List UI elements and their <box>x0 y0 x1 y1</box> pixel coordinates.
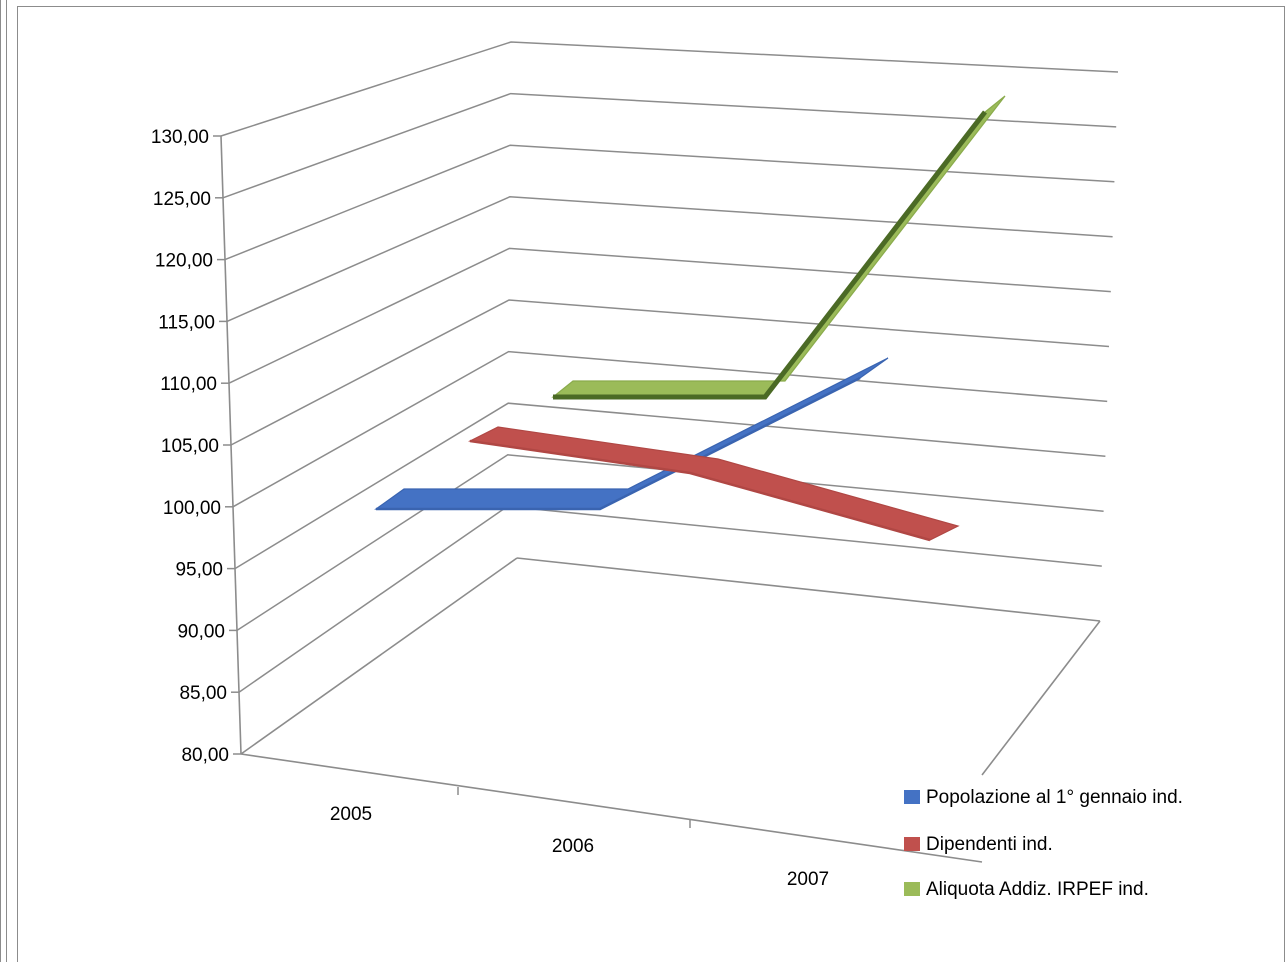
x-tick-label: 2005 <box>330 804 372 825</box>
y-tick-label: 125,00 <box>153 189 211 210</box>
y-tick-label: 95,00 <box>175 560 223 581</box>
floor-front-edge <box>240 753 983 863</box>
legend-swatch-1 <box>904 790 920 804</box>
y-tick-label: 80,00 <box>181 745 229 766</box>
x-axis: 2005 2006 2007 <box>330 787 829 890</box>
series-ribbon-2 <box>468 426 960 541</box>
y-tick-label: 130,00 <box>151 127 209 148</box>
legend-swatch-3 <box>904 882 920 896</box>
gridline <box>236 454 1104 632</box>
floor-right-edge <box>981 620 1101 776</box>
y-tick-label: 85,00 <box>179 683 227 704</box>
y-axis-ticks: 80,00 85,00 90,00 95,00 100,00 105,00 110,00 11… <box>151 127 229 766</box>
chart-frame <box>17 6 1285 962</box>
legend-label-1: Popolazione al 1° gennaio ind. <box>926 787 1183 808</box>
gridline <box>220 41 1119 137</box>
legend-swatch-2 <box>904 837 920 851</box>
x-tick-label: 2006 <box>552 836 594 857</box>
gridline <box>226 196 1113 323</box>
gridline <box>232 350 1108 508</box>
y-tick-label: 115,00 <box>158 312 215 333</box>
x-tick-label: 2007 <box>787 869 829 890</box>
y-tick-label: 105,00 <box>161 436 219 457</box>
series-ribbons <box>374 95 1006 542</box>
floor-back-edge <box>516 557 1101 622</box>
legend: Popolazione al 1° gennaio ind. Dipendenti… <box>904 787 1183 900</box>
left-border <box>0 0 1 962</box>
series-edge-3 <box>553 110 987 400</box>
gridline <box>222 92 1117 199</box>
y-tick-label: 90,00 <box>177 621 225 642</box>
gridlines <box>213 41 1119 755</box>
series-ribbon-3 <box>551 95 1006 398</box>
legend-label-2: Dipendenti ind. <box>926 834 1053 855</box>
y-tick-label: 100,00 <box>163 498 221 519</box>
left-border-inner <box>6 0 7 962</box>
y-tick-label: 120,00 <box>155 251 213 272</box>
gridline <box>234 402 1106 570</box>
gridline <box>228 247 1111 384</box>
gridline <box>224 144 1115 261</box>
legend-label-3: Aliquota Addiz. IRPEF ind. <box>926 879 1149 900</box>
y-tick-label: 110,00 <box>160 374 217 395</box>
floor-left-edge <box>240 557 518 755</box>
gridline <box>230 299 1110 446</box>
